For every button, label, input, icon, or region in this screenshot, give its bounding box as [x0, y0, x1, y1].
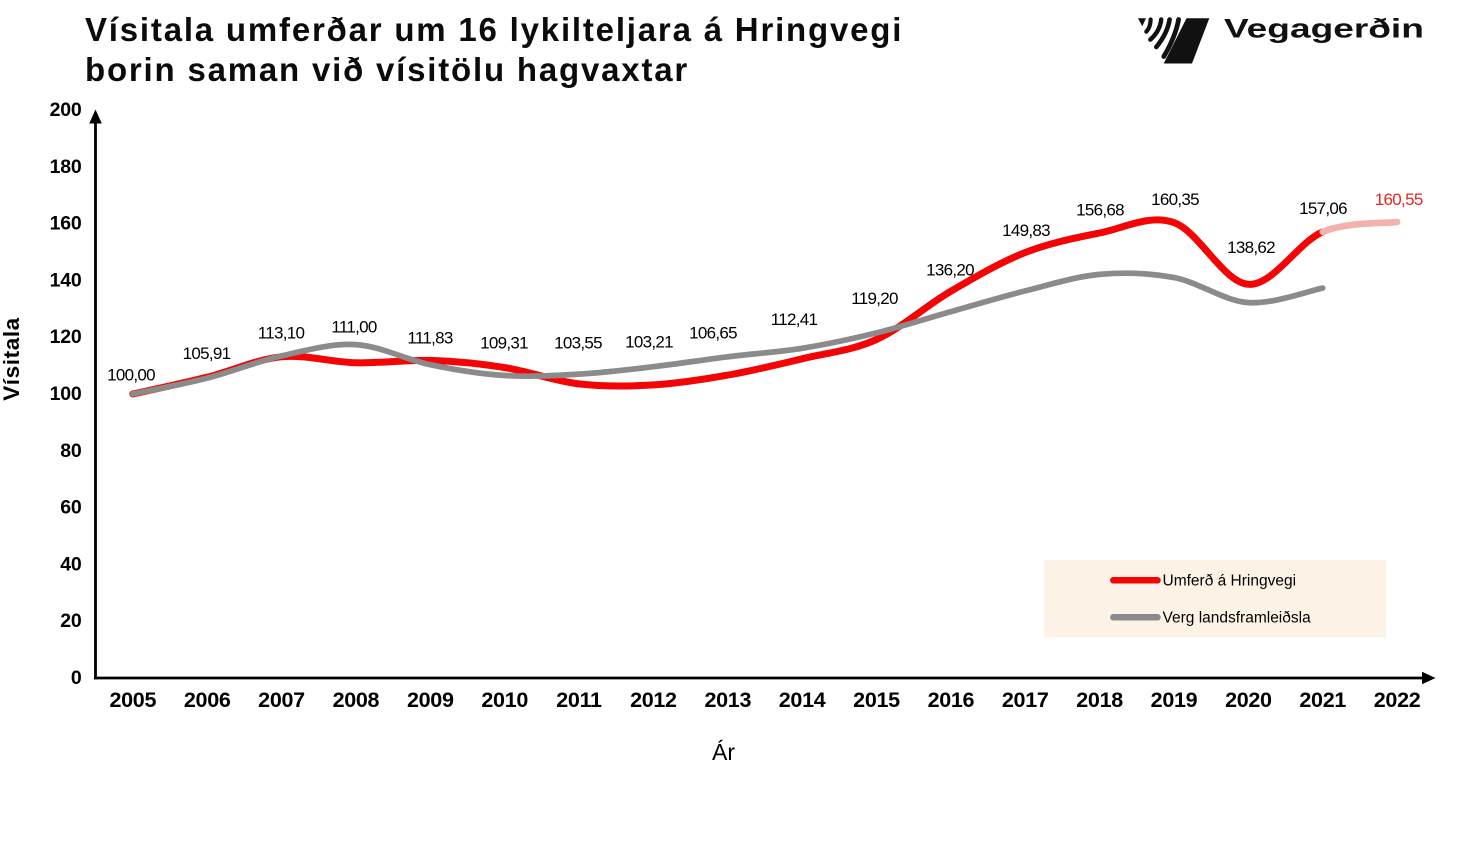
svg-text:2006: 2006 — [184, 688, 231, 712]
svg-text:2008: 2008 — [333, 688, 380, 712]
svg-text:2010: 2010 — [481, 688, 528, 712]
svg-text:2012: 2012 — [630, 688, 677, 712]
svg-text:Umferð á Hringvegi: Umferð á Hringvegi — [1163, 572, 1297, 589]
svg-text:2014: 2014 — [779, 688, 826, 712]
svg-text:157,06: 157,06 — [1299, 199, 1347, 218]
svg-text:180: 180 — [50, 156, 82, 178]
svg-text:100,00: 100,00 — [107, 366, 155, 385]
svg-text:2018: 2018 — [1076, 688, 1123, 712]
svg-text:2009: 2009 — [407, 688, 454, 712]
svg-text:103,21: 103,21 — [625, 333, 673, 352]
svg-text:149,83: 149,83 — [1002, 221, 1050, 240]
svg-text:2005: 2005 — [109, 688, 156, 712]
svg-text:138,62: 138,62 — [1227, 238, 1275, 257]
svg-text:109,31: 109,31 — [480, 334, 528, 353]
svg-text:0: 0 — [71, 667, 82, 689]
svg-text:2011: 2011 — [556, 688, 602, 712]
svg-text:111,83: 111,83 — [407, 329, 453, 348]
svg-text:119,20: 119,20 — [851, 289, 898, 308]
svg-text:Vísitala: Vísitala — [0, 317, 24, 401]
svg-text:2017: 2017 — [1002, 688, 1049, 712]
svg-text:2013: 2013 — [704, 688, 751, 712]
svg-text:100: 100 — [50, 383, 82, 405]
svg-text:2021: 2021 — [1299, 688, 1346, 712]
svg-text:113,10: 113,10 — [258, 324, 305, 343]
svg-text:160: 160 — [50, 213, 82, 235]
svg-text:2020: 2020 — [1225, 688, 1272, 712]
svg-text:200: 200 — [50, 99, 82, 121]
svg-text:140: 140 — [50, 269, 82, 291]
svg-text:80: 80 — [60, 440, 82, 462]
svg-text:160,35: 160,35 — [1151, 190, 1199, 209]
svg-text:105,91: 105,91 — [183, 344, 231, 363]
svg-text:40: 40 — [60, 553, 82, 575]
svg-text:2015: 2015 — [853, 688, 900, 712]
svg-text:Vísitala umferðar um 16 lykilt: Vísitala umferðar um 16 lykilteljara á H… — [85, 11, 903, 48]
svg-text:106,65: 106,65 — [689, 324, 737, 343]
svg-text:60: 60 — [60, 497, 82, 519]
svg-text:103,55: 103,55 — [554, 334, 602, 353]
svg-text:120: 120 — [50, 326, 82, 348]
svg-text:2016: 2016 — [928, 688, 975, 712]
svg-text:156,68: 156,68 — [1076, 201, 1124, 220]
svg-text:160,55: 160,55 — [1375, 190, 1423, 209]
svg-text:112,41: 112,41 — [771, 310, 818, 329]
svg-text:2007: 2007 — [258, 688, 305, 712]
svg-text:2019: 2019 — [1151, 688, 1198, 712]
svg-text:20: 20 — [60, 610, 82, 632]
svg-text:136,20: 136,20 — [926, 260, 974, 279]
svg-text:Vegagerðin: Vegagerðin — [1224, 13, 1424, 43]
svg-text:borin saman við vísitölu hagva: borin saman við vísitölu hagvaxtar — [85, 51, 689, 88]
svg-text:111,00: 111,00 — [331, 318, 377, 337]
svg-text:Ár: Ár — [712, 739, 735, 765]
svg-text:2022: 2022 — [1374, 688, 1421, 712]
svg-text:Verg landsframleiðsla: Verg landsframleiðsla — [1163, 609, 1312, 626]
